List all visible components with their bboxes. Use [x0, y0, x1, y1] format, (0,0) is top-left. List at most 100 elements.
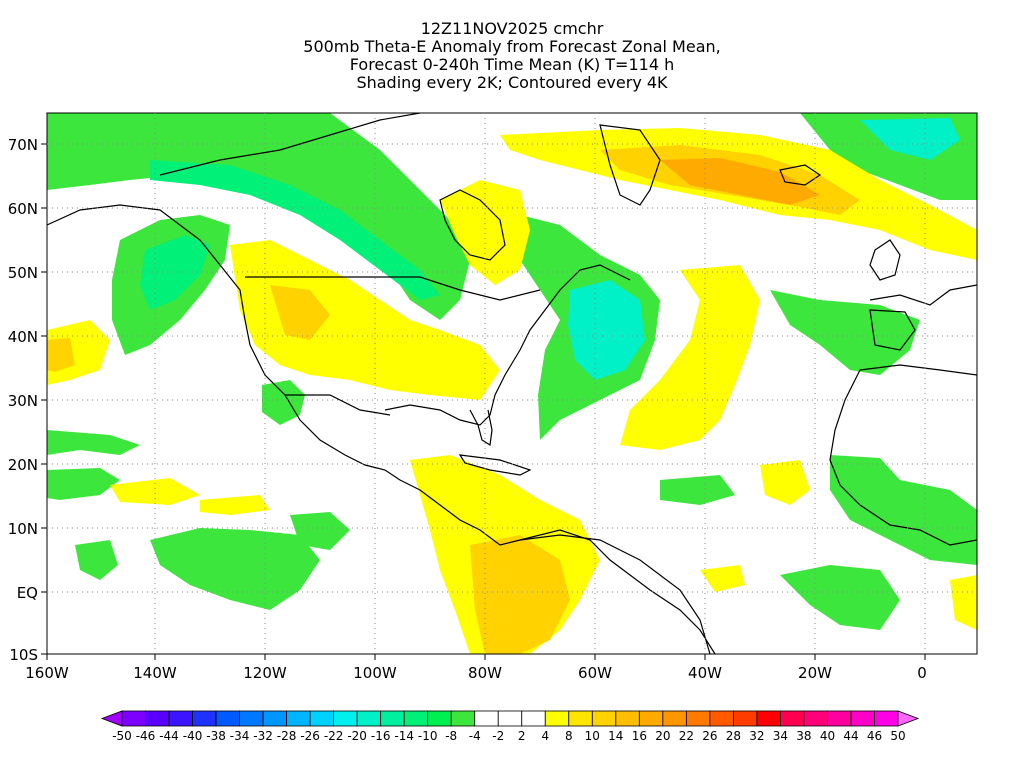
- colorbar-swatch: [591, 710, 617, 727]
- colorbar-label: -26: [300, 729, 320, 743]
- border-us-canada: [245, 276, 541, 301]
- colorbar-label: -2: [492, 729, 504, 743]
- negative-anomaly-pacific-4: [75, 540, 118, 580]
- axis-ticks: [41, 143, 926, 660]
- colorbar-swatch: [168, 710, 193, 727]
- colorbar-swatch: [732, 710, 758, 727]
- colorbar-swatch: [356, 710, 382, 727]
- colorbar-swatch: [756, 710, 781, 727]
- lon-label-140w: 140W: [133, 664, 177, 682]
- plot-frame: [46, 112, 978, 655]
- lat-labels: 70N 60N 50N 40N 30N 20N 10N EQ 10S: [8, 136, 38, 664]
- positive-anomaly-western-us: [230, 240, 500, 400]
- colorbar-swatch: [403, 710, 429, 727]
- lon-label-20w: 20W: [798, 664, 832, 682]
- lon-label-120w: 120W: [243, 664, 287, 682]
- negative-anomaly-baja: [262, 380, 305, 425]
- gridlines: [47, 113, 977, 654]
- colorbar-swatch: [568, 710, 593, 727]
- lat-label-30n: 30N: [8, 392, 38, 410]
- coastline-british-isles: [869, 239, 901, 281]
- colorbar-label: -28: [277, 729, 297, 743]
- negative-anomaly-pacific-5: [290, 512, 350, 550]
- shading-layer: [47, 113, 977, 654]
- coastline-gulf: [384, 264, 631, 426]
- title-line-4: Shading every 2K; Contoured every 4K: [356, 73, 668, 92]
- colorbar-swatch: [850, 710, 875, 727]
- lon-label-60w: 60W: [578, 664, 612, 682]
- colorbar-swatch: [262, 710, 288, 727]
- colorbar-swatch: [615, 710, 640, 727]
- colorbar-swatch: [803, 710, 828, 727]
- colorbar-label: 16: [632, 729, 647, 743]
- colorbar-label: -16: [371, 729, 391, 743]
- negative-anomaly-pacific-3: [150, 528, 320, 610]
- colorbar-swatch: [474, 710, 499, 727]
- lat-label-20n: 20N: [8, 456, 38, 474]
- positive-anomaly-east-pacific-gold: [47, 338, 75, 372]
- colorbar: -50 -46 -44 -40 -38 -34 -32 -28 -26 -22 -20 -16 -14-…: [100, 710, 920, 743]
- positive-anomaly-western-us-gold: [270, 285, 330, 340]
- colorbar-swatch: [874, 710, 899, 727]
- colorbar-swatch: [239, 710, 264, 727]
- colorbar-label: -4: [469, 729, 481, 743]
- negative-anomaly-gulf-alaska-core: [140, 235, 210, 310]
- colorbar-label: -40: [183, 729, 203, 743]
- colorbar-label: 44: [843, 729, 858, 743]
- colorbar-swatch: [309, 710, 335, 727]
- colorbar-label: 26: [702, 729, 717, 743]
- colorbar-swatch: [638, 710, 664, 727]
- coastline-layer: [47, 113, 977, 654]
- positive-anomaly-africa-coast: [760, 460, 810, 505]
- colorbar-swatch: [192, 710, 217, 727]
- colorbar-label: 28: [726, 729, 741, 743]
- colorbar-label: 14: [608, 729, 623, 743]
- colorbar-label: -50: [112, 729, 132, 743]
- coastline-florida: [469, 409, 493, 447]
- lon-label-40w: 40W: [688, 664, 722, 682]
- colorbar-swatch: [827, 710, 852, 727]
- positive-anomaly-pacific-tropics: [110, 478, 200, 505]
- colorbar-label: -34: [230, 729, 250, 743]
- coastline-africa: [829, 364, 977, 546]
- lat-label-10n: 10N: [8, 520, 38, 538]
- negative-anomaly-pacific-2: [47, 468, 120, 500]
- colorbar-label: 10: [585, 729, 600, 743]
- colorbar-label: 20: [655, 729, 670, 743]
- coastline-iberia: [869, 309, 916, 351]
- colorbar-label: 38: [796, 729, 811, 743]
- coastline-arctic: [159, 113, 421, 176]
- lat-label-10s: 10S: [9, 646, 38, 664]
- colorbar-swatch: [380, 710, 405, 727]
- colorbar-swatch: [497, 710, 523, 727]
- colorbar-label: 40: [820, 729, 835, 743]
- colorbar-label: 34: [773, 729, 788, 743]
- lon-label-100w: 100W: [353, 664, 397, 682]
- colorbar-label: -22: [324, 729, 344, 743]
- plot-title: 12Z11NOV2025 cmchr 500mb Theta-E Anomaly…: [0, 20, 1024, 92]
- coastline-greenland: [599, 124, 661, 206]
- lon-label-0: 0: [917, 664, 927, 682]
- colorbar-swatch: [450, 710, 476, 727]
- coastline-cuba: [458, 454, 532, 476]
- colorbar-label: 8: [565, 729, 573, 743]
- border-us-mexico: [285, 394, 391, 416]
- colorbar-label: 2: [518, 729, 526, 743]
- coastline-iceland: [779, 164, 822, 186]
- colorbar-label: -44: [159, 729, 179, 743]
- negative-anomaly-pacific-1: [47, 430, 140, 455]
- lat-label-eq: EQ: [17, 584, 38, 602]
- positive-anomaly-tropical-atlantic-2: [700, 565, 745, 592]
- colorbar-label: -20: [347, 729, 367, 743]
- colorbar-swatch: [215, 710, 240, 727]
- lat-label-40n: 40N: [8, 328, 38, 346]
- colorbar-label: 4: [541, 729, 549, 743]
- lat-label-50n: 50N: [8, 264, 38, 282]
- colorbar-swatch: [333, 710, 358, 727]
- title-line-2: 500mb Theta-E Anomaly from Forecast Zona…: [303, 37, 721, 56]
- colorbar-swatch: [286, 710, 311, 727]
- colorbar-label: 50: [890, 729, 905, 743]
- positive-anomaly-southeast-atlantic: [950, 575, 977, 630]
- colorbar-arrow-left: [100, 710, 123, 727]
- coastline-north-america: [47, 204, 716, 654]
